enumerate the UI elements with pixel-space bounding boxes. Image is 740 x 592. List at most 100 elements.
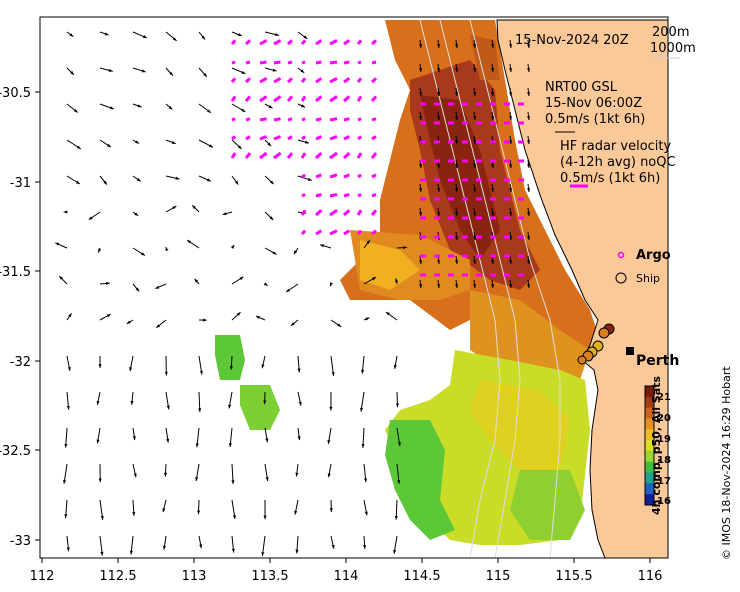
hf-arrow [287, 60, 293, 65]
hf-arrow [273, 135, 282, 141]
hf-arrow [244, 152, 252, 159]
hf-arrow [244, 77, 252, 84]
gsl-time: 15-Nov 06:00Z [545, 96, 642, 111]
hf-arrow [371, 173, 377, 179]
hf-arrow [231, 117, 236, 122]
hf-arrow [329, 95, 338, 103]
hf-arrow [315, 193, 322, 198]
hf-arrow [356, 95, 363, 102]
colorbar-swatch [645, 450, 654, 463]
hf-arrow [301, 117, 306, 122]
ship-marker-icon [615, 272, 627, 284]
hf-arrow [315, 117, 322, 122]
hf-arrow [357, 173, 362, 179]
colorbar-swatch [645, 418, 654, 430]
hf-arrow [300, 95, 307, 102]
hf-arrow [259, 135, 268, 141]
y-tick-label: -32 [10, 355, 31, 370]
hf-arrow [286, 95, 294, 102]
hf-arrow [273, 117, 281, 122]
hf-arrow [300, 209, 307, 216]
hf-arrow [329, 117, 338, 122]
hf-arrow [343, 77, 351, 84]
x-tick-label: 112 [30, 569, 55, 584]
colorbar-swatch [645, 461, 654, 474]
hf-arrow [259, 39, 268, 46]
hf-arrow [329, 208, 338, 217]
colorbar-tick-label: 18 [657, 455, 671, 466]
hf-arrow [244, 39, 251, 46]
hf-arrow [329, 151, 338, 160]
gsl-scale: 0.5m/s (1kt 6h) [545, 112, 645, 127]
hf-arrow [230, 39, 237, 45]
hf-arrow [287, 117, 293, 122]
hf-arrow [356, 39, 363, 45]
hf-arrow [356, 152, 363, 159]
hf-arrow [356, 209, 363, 216]
hf-arrow [371, 193, 377, 198]
colorbar-swatch [645, 396, 654, 409]
x-tick-label: 113.5 [251, 569, 288, 584]
hf-arrow [342, 151, 351, 160]
hf-arrow [286, 39, 294, 46]
hf-arrow [301, 60, 306, 65]
x-tick-label: 114.5 [403, 569, 440, 584]
hf-arrow [356, 77, 363, 83]
hf-arrow [315, 77, 323, 84]
argo-marker-icon [617, 251, 625, 259]
hf-arrow [231, 135, 237, 141]
hf-arrow [244, 95, 252, 102]
hf-arrow [273, 95, 282, 103]
hf-arrow [370, 152, 378, 159]
hf-arrow [259, 117, 267, 122]
hf-arrow [371, 229, 377, 236]
hf-arrow [315, 209, 323, 217]
colorbar: 21 20 19 18 17 16 [644, 385, 671, 507]
hf-arrow [315, 60, 322, 65]
hf-arrow [343, 135, 350, 141]
isobath-200-label: 200m [652, 25, 689, 40]
colorbar-swatch [645, 407, 654, 419]
x-tick-label: 115.5 [555, 569, 592, 584]
hf-arrow [329, 76, 338, 84]
hf-arrow [300, 77, 307, 83]
hf-arrow [300, 39, 307, 45]
hf-arrow [370, 95, 378, 102]
x-tick-label: 116 [638, 569, 663, 584]
ship-track [577, 323, 615, 365]
hf-radar-arrows [230, 39, 524, 277]
hf-arrow [343, 39, 351, 46]
hf-arrow [371, 135, 377, 141]
hf-arrow [259, 151, 268, 160]
hf-arrow [315, 173, 322, 179]
credit-label: © IMOS 18-Nov-2024 16:29 Hobart [720, 366, 733, 560]
x-tick-label: 113 [182, 569, 207, 584]
hf-arrow [314, 151, 323, 160]
hf-arrow [315, 229, 323, 236]
y-tick-label: -32.5 [0, 444, 31, 459]
hf-arrow [245, 60, 251, 65]
hf-arrow [259, 95, 268, 103]
hf-arrow [286, 152, 294, 159]
hf-arrow [315, 95, 323, 103]
hf-arrow [329, 135, 338, 141]
plot-frame [39, 16, 669, 559]
colorbar-label: 4h comp, p50, All Sats [650, 376, 663, 515]
isobath-1000-label: 1000m [650, 41, 696, 56]
hf-arrow [371, 60, 377, 65]
y-tick-label: -33 [10, 534, 31, 549]
hf-arrow [329, 173, 338, 179]
hf-arrow [343, 95, 351, 103]
hf-arrow [357, 117, 362, 122]
hf-arrow [343, 60, 350, 65]
hf-arrow [273, 77, 282, 84]
colorbar-tick-label: 20 [657, 413, 671, 424]
hf-arrow [259, 77, 268, 84]
colorbar-swatch [645, 494, 654, 506]
timestamp-label: 15-Nov-2024 20Z [515, 33, 629, 48]
hf-arrow [371, 39, 378, 46]
hf-arrow [370, 77, 378, 84]
hf-arrow [343, 229, 351, 236]
colorbar-tick-label: 19 [657, 434, 671, 445]
